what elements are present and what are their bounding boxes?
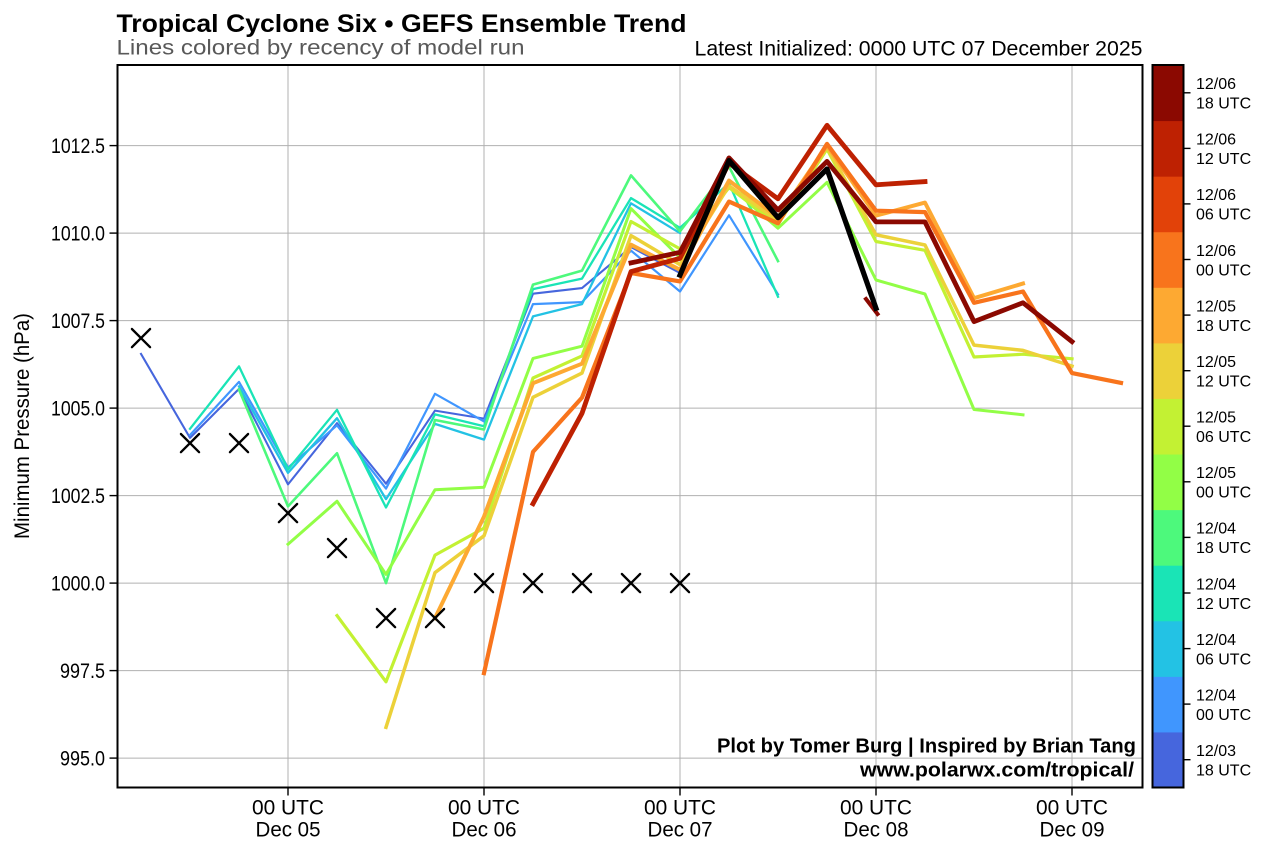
svg-text:18 UTC: 18 UTC	[1196, 318, 1251, 335]
svg-text:1000.0: 1000.0	[51, 572, 105, 595]
svg-text:12/06: 12/06	[1196, 132, 1236, 149]
svg-text:18 UTC: 18 UTC	[1196, 96, 1251, 113]
svg-text:18 UTC: 18 UTC	[1196, 540, 1251, 557]
svg-text:00 UTC: 00 UTC	[644, 797, 716, 820]
svg-text:00 UTC: 00 UTC	[1036, 797, 1108, 820]
svg-text:Dec 06: Dec 06	[452, 819, 517, 842]
svg-text:12/04: 12/04	[1196, 521, 1236, 538]
svg-text:00 UTC: 00 UTC	[1196, 262, 1251, 279]
svg-text:06 UTC: 06 UTC	[1196, 651, 1251, 668]
svg-text:00 UTC: 00 UTC	[448, 797, 520, 820]
svg-text:Lines colored by recency of mo: Lines colored by recency of model run	[117, 37, 525, 60]
svg-text:997.5: 997.5	[60, 660, 105, 683]
svg-text:12/05: 12/05	[1196, 354, 1236, 371]
svg-text:995.0: 995.0	[60, 747, 105, 770]
svg-text:Dec 07: Dec 07	[648, 819, 713, 842]
svg-text:Dec 09: Dec 09	[1040, 819, 1105, 842]
svg-text:Dec 08: Dec 08	[844, 819, 909, 842]
svg-text:12 UTC: 12 UTC	[1196, 151, 1251, 168]
svg-text:18 UTC: 18 UTC	[1196, 763, 1251, 780]
svg-text:1005.0: 1005.0	[51, 397, 105, 420]
svg-text:1007.5: 1007.5	[51, 310, 105, 333]
svg-text:06 UTC: 06 UTC	[1196, 429, 1251, 446]
svg-text:www.polarwx.com/tropical/: www.polarwx.com/tropical/	[859, 760, 1135, 782]
svg-text:12 UTC: 12 UTC	[1196, 374, 1251, 391]
svg-text:12/05: 12/05	[1196, 465, 1236, 482]
svg-text:1010.0: 1010.0	[51, 222, 105, 245]
svg-text:12/04: 12/04	[1196, 687, 1236, 704]
svg-text:00 UTC: 00 UTC	[1196, 707, 1251, 724]
svg-text:12/05: 12/05	[1196, 410, 1236, 427]
svg-text:1012.5: 1012.5	[51, 135, 105, 158]
svg-text:12/06: 12/06	[1196, 243, 1236, 260]
svg-text:Tropical Cyclone Six • GEFS En: Tropical Cyclone Six • GEFS Ensemble Tre…	[117, 10, 687, 38]
svg-text:12/04: 12/04	[1196, 632, 1236, 649]
svg-text:12/06: 12/06	[1196, 187, 1236, 204]
svg-text:Minimum Pressure (hPa): Minimum Pressure (hPa)	[11, 313, 34, 539]
svg-text:00 UTC: 00 UTC	[252, 797, 324, 820]
svg-text:00 UTC: 00 UTC	[840, 797, 912, 820]
svg-text:Plot by Tomer Burg | Inspired: Plot by Tomer Burg | Inspired by Brian T…	[717, 736, 1136, 758]
svg-text:00 UTC: 00 UTC	[1196, 485, 1251, 502]
svg-text:1002.5: 1002.5	[51, 485, 105, 508]
svg-text:12/04: 12/04	[1196, 576, 1236, 593]
svg-text:12/05: 12/05	[1196, 298, 1236, 315]
svg-text:06 UTC: 06 UTC	[1196, 207, 1251, 224]
svg-text:12/03: 12/03	[1196, 743, 1236, 760]
svg-text:12 UTC: 12 UTC	[1196, 596, 1251, 613]
svg-text:Latest Initialized: 0000 UTC 0: Latest Initialized: 0000 UTC 07 December…	[695, 38, 1143, 61]
svg-text:Dec 05: Dec 05	[256, 819, 321, 842]
svg-text:12/06: 12/06	[1196, 76, 1236, 93]
